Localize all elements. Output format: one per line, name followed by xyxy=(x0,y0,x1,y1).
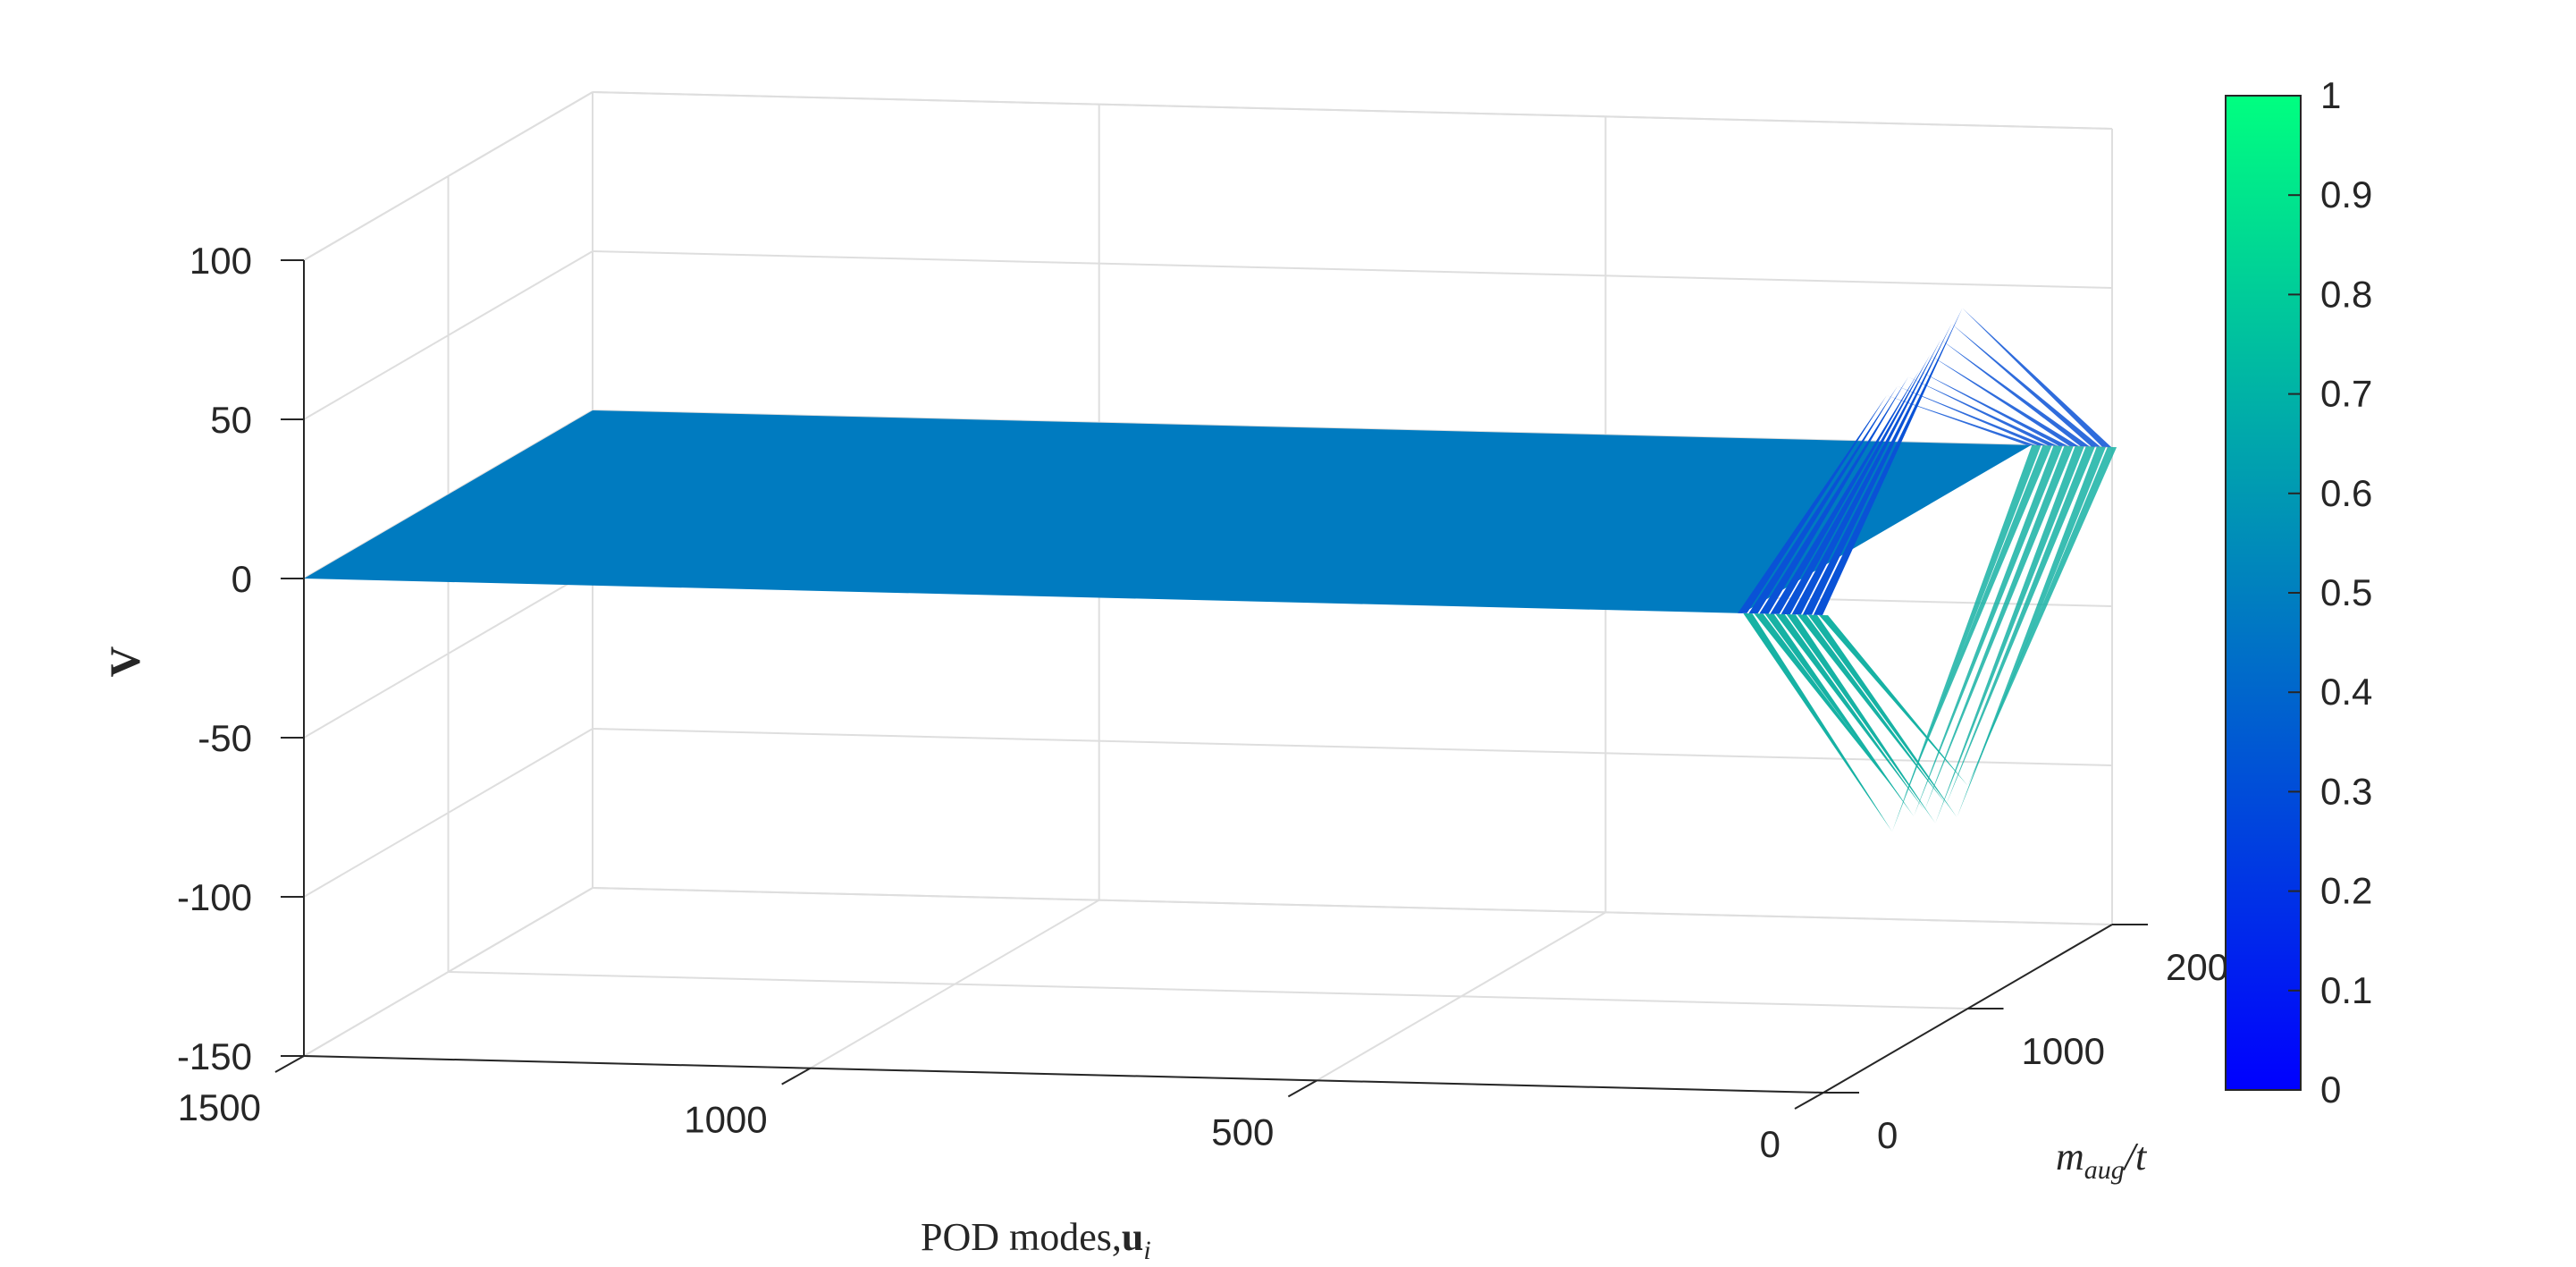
colorbar-tick-label: 0.6 xyxy=(2320,472,2372,514)
surface-peak xyxy=(1786,614,1936,824)
x-tick-label: 500 xyxy=(1211,1111,1274,1153)
surface-peak xyxy=(1780,355,1931,615)
x-tick xyxy=(274,1055,305,1073)
grid-line xyxy=(592,250,2113,289)
x-tick xyxy=(1794,1092,1824,1110)
colorbar-tick-label: 0.9 xyxy=(2320,173,2372,215)
surface-peak xyxy=(1940,339,2090,447)
surface-peak xyxy=(1962,308,2112,447)
surface-peak xyxy=(1919,370,2068,446)
surface-peak xyxy=(1930,355,2079,447)
colorbar-tick-label: 0 xyxy=(2320,1069,2341,1111)
colorbar-tick-label: 0.5 xyxy=(2320,571,2372,613)
colorbar-tick-label: 0.8 xyxy=(2320,273,2372,315)
grid-line xyxy=(592,728,2113,766)
colorbar-tick-label: 0.7 xyxy=(2320,373,2372,415)
x-tick xyxy=(1287,1079,1317,1098)
z-tick-label: -100 xyxy=(177,876,252,918)
surface-peak xyxy=(1886,395,2036,445)
grid-line xyxy=(303,91,593,261)
surface-peak xyxy=(1951,324,2100,447)
surface-peak xyxy=(1946,446,2095,805)
surface-peak xyxy=(1802,324,1952,615)
axes xyxy=(274,259,2148,1110)
surface-peak xyxy=(1914,445,2063,816)
colorbar-tick-label: 0.2 xyxy=(2320,870,2372,912)
surface-peak xyxy=(1935,446,2084,824)
surface-peak xyxy=(1807,614,1957,818)
x-tick-label: 1500 xyxy=(178,1086,261,1128)
surface-peak xyxy=(1775,613,1925,811)
surface-peak xyxy=(1764,613,1915,816)
colorbar: 1 0.9 0.8 0.7 0.6 0.5 0.4 0.3 0.2 0.1 0 xyxy=(2225,74,2372,1111)
surface-peak xyxy=(1759,376,1909,614)
z-axis-label: V xyxy=(102,646,149,677)
x-axis-line xyxy=(303,1055,1824,1094)
colorbar-tick-label: 0.1 xyxy=(2320,969,2372,1011)
y-tick-label: 1000 xyxy=(2022,1030,2105,1072)
surface-peak xyxy=(1748,385,1898,614)
y-tick-label: 0 xyxy=(1877,1114,1898,1156)
surface-peak xyxy=(1924,445,2074,811)
surface-peak xyxy=(1738,395,1887,613)
z-tick-label: 50 xyxy=(210,399,252,441)
x-tick-label: 0 xyxy=(1760,1123,1780,1165)
z-tick-label: 100 xyxy=(189,240,252,282)
surface-peak xyxy=(1743,612,1892,832)
colorbar-tick-label: 0.3 xyxy=(2320,770,2372,812)
surface-peak xyxy=(1791,339,1941,615)
surface-peak xyxy=(1902,445,2052,800)
grid-line xyxy=(592,91,2113,130)
colorbar-tick-label: 1 xyxy=(2320,74,2341,116)
y-axis-label: maug/t xyxy=(2056,1135,2148,1185)
surface-peak xyxy=(1818,614,1968,786)
surface-peak xyxy=(1770,370,1920,614)
surface xyxy=(304,308,2117,832)
surface-peak xyxy=(1797,614,1947,805)
surface-peak xyxy=(1908,376,2058,446)
surface-peak xyxy=(1754,613,1903,800)
surface-peak xyxy=(1813,308,1963,615)
grid-line xyxy=(448,971,1968,1009)
z-tick-label: -150 xyxy=(177,1035,252,1077)
x-tick xyxy=(781,1067,812,1085)
surface-peak xyxy=(1967,446,2117,786)
x-tick-label: 1000 xyxy=(684,1099,767,1141)
surface-peak xyxy=(1897,385,2047,446)
x-axis-label: POD modes,ui xyxy=(921,1215,1151,1265)
grid-line xyxy=(592,887,2113,925)
surface-flat xyxy=(304,410,2032,613)
colorbar-tick-label: 0.4 xyxy=(2320,671,2372,713)
z-tick-label: 0 xyxy=(232,558,252,600)
z-tick-label: -50 xyxy=(198,717,252,759)
